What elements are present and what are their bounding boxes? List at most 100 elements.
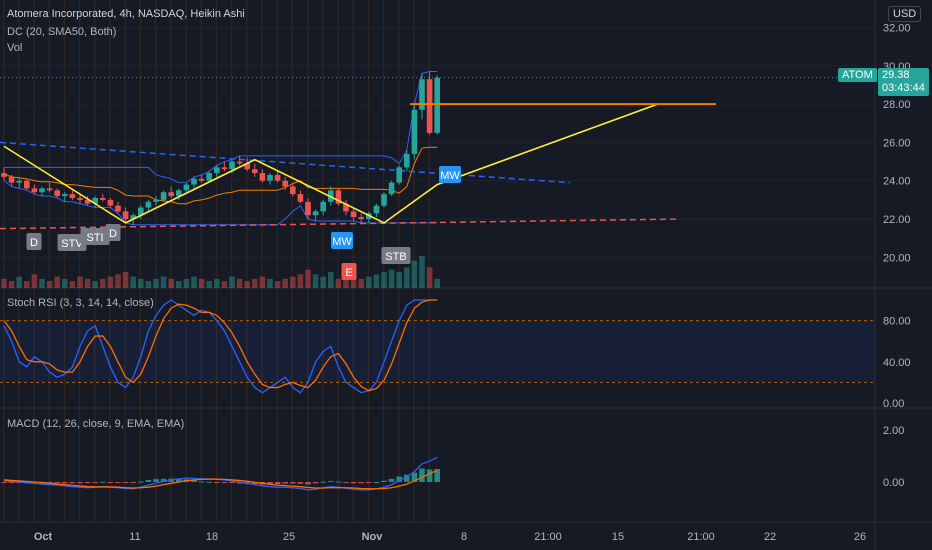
volume-bar: [388, 269, 395, 288]
dc-upper-band: [4, 71, 438, 184]
session-stripe: [322, 0, 324, 522]
pattern-label-box: [341, 263, 357, 280]
pattern-label-box: [26, 233, 42, 250]
macd-histogram-bar: [153, 479, 159, 482]
dashed-trendline-blue: [0, 141, 571, 184]
volume-bar: [206, 281, 212, 288]
pattern-label-box: [439, 166, 461, 183]
dc-basis: [3, 146, 438, 205]
time-tick-label: 21:00: [534, 531, 562, 543]
candle-body: [290, 186, 296, 195]
macd-histogram-bar: [160, 478, 167, 482]
session-stripe: [276, 0, 278, 522]
candle-body: [8, 176, 15, 183]
macd-histogram-bar: [434, 469, 440, 482]
macd-histogram-bar: [388, 478, 395, 482]
macd-histogram-bar: [84, 482, 91, 484]
volume-bar: [115, 274, 121, 288]
candle-body: [39, 188, 45, 193]
candle-body: [183, 184, 190, 191]
volume-bar: [290, 276, 296, 288]
session-stripe: [413, 0, 415, 522]
macd-tick-label: 0.00: [883, 477, 904, 489]
candle-body: [434, 77, 440, 133]
macd-title[interactable]: MACD (12, 26, close, 9, EMA, EMA): [7, 418, 185, 430]
volume-bar: [221, 281, 228, 288]
candle-body: [350, 211, 357, 218]
pattern-label: STV: [61, 238, 83, 250]
volume-bar: [434, 278, 440, 288]
price-tick-label: 24.00: [883, 176, 911, 188]
time-tick-label: 25: [283, 531, 295, 543]
macd-histogram-bar: [396, 476, 402, 482]
candle-body: [388, 182, 395, 195]
volume-bar: [145, 281, 152, 288]
candle-body: [252, 169, 258, 174]
volume-indicator-label[interactable]: Vol: [7, 42, 23, 54]
volume-bar: [62, 278, 68, 288]
macd-histogram-bar: [77, 482, 83, 484]
volume-bar: [267, 278, 273, 288]
candle-body: [221, 167, 228, 170]
session-stripe: [94, 0, 96, 522]
macd-tick-label: 2.00: [883, 425, 904, 437]
volume-bar: [282, 278, 288, 288]
macd-histogram-bar: [358, 482, 364, 484]
macd-histogram-bar: [115, 482, 121, 483]
macd-histogram-bar: [191, 480, 197, 482]
volume-bar: [252, 278, 258, 288]
time-tick-label: 11: [129, 531, 140, 543]
candle-body: [343, 203, 349, 212]
volume-bar: [130, 276, 136, 288]
candle-body: [214, 167, 220, 174]
volume-bar: [69, 281, 76, 288]
time-tick-label: 15: [612, 531, 624, 543]
candle-body: [373, 205, 380, 214]
volume-bar: [100, 278, 106, 288]
volume-bar: [411, 260, 418, 288]
volume-bar: [259, 276, 266, 288]
stoch-rsi-title[interactable]: Stoch RSI (3, 3, 14, 14, close): [7, 297, 154, 309]
candle-body: [84, 199, 91, 204]
macd-histogram-bar: [320, 481, 326, 483]
candle-body: [282, 180, 288, 187]
macd-histogram-bar: [267, 482, 273, 485]
session-stripe: [139, 0, 141, 522]
macd-histogram-bar: [381, 480, 387, 482]
volume-bar: [312, 274, 319, 288]
chart-title: Atomera Incorporated, 4h, NASDAQ, Heikin…: [7, 8, 245, 20]
candle-body: [100, 197, 106, 200]
candle-body: [297, 194, 304, 202]
macd-histogram-bar: [221, 482, 228, 483]
pattern-label: STB: [385, 251, 406, 263]
currency-button[interactable]: USD: [888, 6, 922, 22]
time-tick-label: Nov: [362, 531, 384, 543]
volume-bar: [297, 274, 304, 288]
candle-body: [229, 161, 235, 170]
candle-body: [381, 194, 387, 206]
stoch-tick-label: 80.00: [883, 316, 911, 328]
pattern-label: D: [109, 228, 117, 240]
macd-histogram-bar: [54, 482, 60, 484]
stoch-tick-label: 40.00: [883, 357, 911, 369]
pattern-zigzag-line: [3, 103, 658, 224]
volume-bar: [335, 278, 342, 288]
volume-bar: [183, 278, 190, 288]
volume-bar: [92, 281, 98, 288]
session-stripe: [109, 0, 111, 522]
volume-bar: [198, 278, 205, 288]
candle-body: [198, 178, 205, 181]
macd-histogram-bar: [411, 472, 418, 482]
bar-countdown: 03:43:44: [882, 82, 925, 94]
session-stripe: [155, 0, 157, 522]
candle-body: [130, 215, 136, 220]
dc-indicator-label[interactable]: DC (20, SMA50, Both): [7, 26, 117, 38]
macd-histogram-bar: [229, 482, 235, 484]
macd-histogram-bar: [100, 481, 106, 483]
session-stripe: [185, 0, 187, 522]
time-tick-label: 18: [206, 531, 218, 543]
volume-bar: [244, 281, 250, 288]
volume-bar: [24, 281, 30, 288]
pattern-label: MW: [332, 236, 352, 248]
